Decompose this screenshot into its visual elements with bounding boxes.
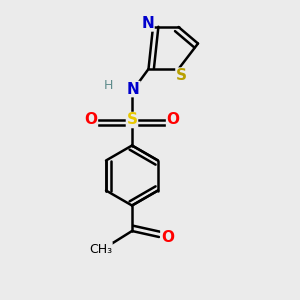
Text: CH₃: CH₃ bbox=[89, 242, 112, 256]
Text: O: O bbox=[161, 230, 174, 244]
Text: N: N bbox=[141, 16, 154, 31]
Text: S: S bbox=[127, 112, 137, 128]
Text: H: H bbox=[103, 79, 113, 92]
Text: N: N bbox=[127, 82, 140, 97]
Text: O: O bbox=[84, 112, 98, 128]
Text: S: S bbox=[176, 68, 187, 83]
Text: O: O bbox=[167, 112, 180, 128]
